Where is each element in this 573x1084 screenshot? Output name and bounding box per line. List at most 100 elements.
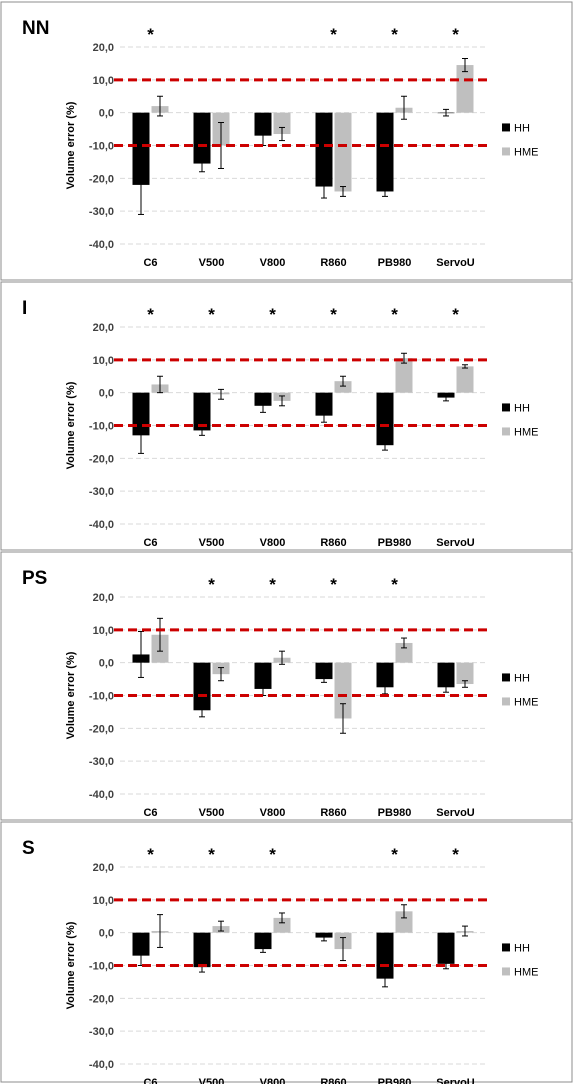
legend-swatch-hme [502,427,510,436]
x-tick-label: V500 [199,537,225,549]
significance-marker: * [147,305,154,324]
significance-marker: * [269,575,276,594]
significance-marker: * [391,575,398,594]
bar-hme-servou [456,65,474,113]
y-tick-label: -20,0 [89,993,114,1005]
legend-label-hme: HME [514,696,538,708]
x-tick-label: V500 [199,807,225,819]
significance-marker: * [147,845,154,864]
significance-marker: * [452,305,459,324]
x-tick-label: V800 [260,257,286,269]
y-axis-label: Volume error (%) [65,921,77,1009]
bar-hme-r860 [334,662,352,719]
bar-hme-r860 [334,112,352,192]
bar-hh-v800 [254,112,272,136]
y-tick-label: 0,0 [99,658,114,670]
x-tick-label: R860 [320,1077,346,1084]
significance-marker: * [452,25,459,44]
legend-swatch-hme [502,697,510,706]
y-tick-label: -20,0 [89,173,114,185]
significance-marker: * [208,305,215,324]
panel-label: I [22,298,27,319]
legend-swatch-hh [502,943,510,952]
y-tick-label: 0,0 [99,108,114,120]
chart-panel-i: I 20,0 10,0 0,0 -10,0 -20,0 -30,0 -40,0 Volume e… [0,281,573,551]
legend-swatch-hh [502,673,510,682]
x-tick-label: V800 [260,807,286,819]
panel-border [0,1,573,281]
y-tick-label: 10,0 [93,75,114,87]
x-tick-label: V500 [199,257,225,269]
x-tick-label: C6 [143,1077,157,1084]
legend-swatch-hme [502,147,510,156]
bar-hh-c6 [132,932,150,956]
legend-swatch-hh [502,403,510,412]
significance-marker: * [269,305,276,324]
bar-hh-r860 [315,392,333,416]
bar-hh-v800 [254,662,272,689]
x-tick-label: PB980 [378,537,412,549]
bar-hh-c6 [132,112,150,185]
legend-label-hme: HME [514,966,538,978]
bar-hh-r860 [315,662,333,680]
bar-hme-r860 [334,381,352,393]
x-tick-label: C6 [143,537,157,549]
legend-label-hme: HME [514,146,538,158]
legend-swatch-hme [502,967,510,976]
legend-label-hh: HH [514,672,530,684]
y-tick-label: -10,0 [89,961,114,973]
y-tick-label: -40,0 [89,1059,114,1071]
x-tick-label: PB980 [378,257,412,269]
bar-hh-v500 [193,392,211,431]
y-tick-label: -30,0 [89,486,114,498]
y-tick-label: 10,0 [93,355,114,367]
y-tick-label: 20,0 [93,592,114,604]
x-tick-label: ServoU [436,537,475,549]
x-tick-label: PB980 [378,1077,412,1084]
bar-hme-pb980 [395,911,413,933]
x-tick-label: R860 [320,257,346,269]
x-tick-label: V800 [260,1077,286,1084]
y-tick-label: 20,0 [93,862,114,874]
bar-hme-servou [456,366,474,393]
legend-label-hh: HH [514,122,530,134]
x-tick-label: C6 [143,807,157,819]
bar-hh-v500 [193,932,211,968]
significance-marker: * [147,25,154,44]
y-tick-label: 20,0 [93,322,114,334]
significance-marker: * [391,305,398,324]
panel-border [0,281,573,551]
x-tick-label: V500 [199,1077,225,1084]
bar-hh-pb980 [376,662,394,688]
y-tick-label: -20,0 [89,453,114,465]
panel-label: S [22,838,35,859]
y-tick-label: -40,0 [89,239,114,251]
significance-marker: * [452,845,459,864]
legend-label-hh: HH [514,942,530,954]
bar-hme-v800 [273,917,291,933]
y-tick-label: -20,0 [89,723,114,735]
y-tick-label: -10,0 [89,691,114,703]
y-tick-label: 0,0 [99,928,114,940]
y-tick-label: 10,0 [93,625,114,637]
significance-marker: * [330,25,337,44]
significance-marker: * [330,575,337,594]
significance-marker: * [391,845,398,864]
bar-hme-pb980 [395,642,413,663]
x-tick-label: ServoU [436,807,475,819]
legend-swatch-hh [502,123,510,132]
y-tick-label: -30,0 [89,756,114,768]
y-tick-label: 20,0 [93,42,114,54]
x-tick-label: ServoU [436,1077,475,1084]
y-tick-label: -10,0 [89,421,114,433]
y-axis-label: Volume error (%) [65,381,77,469]
significance-marker: * [208,575,215,594]
bar-hh-v500 [193,662,211,711]
bar-hh-pb980 [376,932,394,979]
y-axis-label: Volume error (%) [65,101,77,189]
significance-marker: * [208,845,215,864]
panel-label: PS [22,568,47,589]
x-tick-label: R860 [320,807,346,819]
bar-hh-servou [437,662,455,688]
y-tick-label: -10,0 [89,141,114,153]
